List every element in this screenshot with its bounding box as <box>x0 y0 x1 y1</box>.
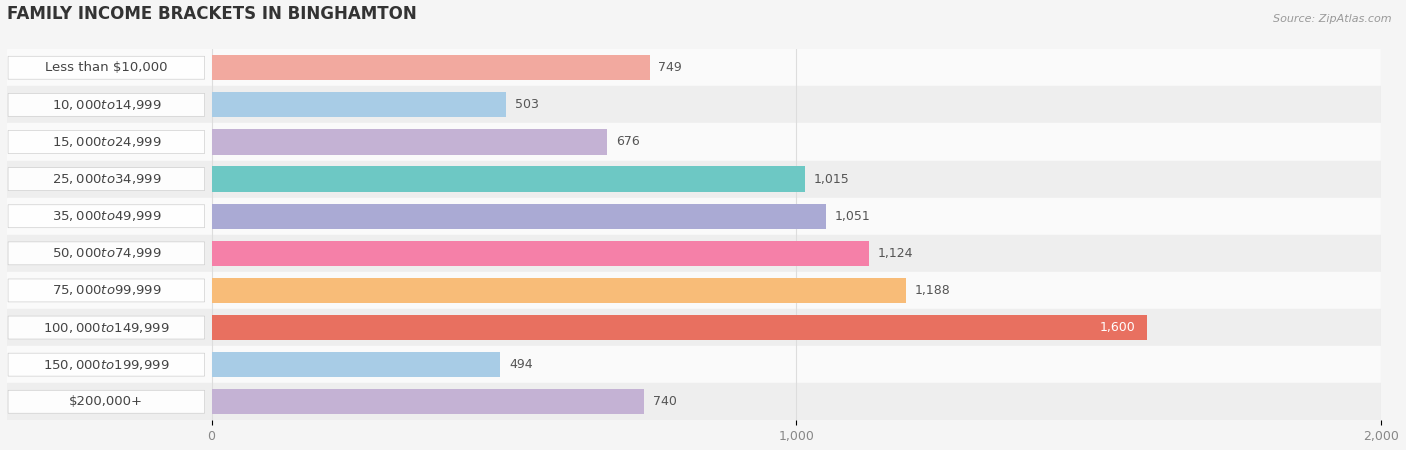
Text: 503: 503 <box>515 99 538 111</box>
Bar <box>7 123 1381 161</box>
Bar <box>212 129 607 155</box>
Text: $150,000 to $199,999: $150,000 to $199,999 <box>44 358 170 372</box>
FancyBboxPatch shape <box>8 242 205 265</box>
Bar <box>7 198 1381 235</box>
FancyBboxPatch shape <box>8 316 205 339</box>
FancyBboxPatch shape <box>8 279 205 302</box>
Text: $200,000+: $200,000+ <box>69 395 143 408</box>
FancyBboxPatch shape <box>8 353 205 376</box>
Text: 1,124: 1,124 <box>877 247 912 260</box>
FancyBboxPatch shape <box>8 94 205 117</box>
Text: Less than $10,000: Less than $10,000 <box>45 61 167 74</box>
Bar <box>212 241 869 266</box>
Text: 1,015: 1,015 <box>814 173 849 185</box>
FancyBboxPatch shape <box>8 56 205 79</box>
Text: $10,000 to $14,999: $10,000 to $14,999 <box>52 98 162 112</box>
Bar <box>7 383 1381 420</box>
Bar <box>7 346 1381 383</box>
Text: $50,000 to $74,999: $50,000 to $74,999 <box>52 246 162 260</box>
Bar <box>7 161 1381 198</box>
Text: 676: 676 <box>616 135 640 148</box>
Bar <box>212 389 644 414</box>
Bar <box>212 166 806 192</box>
Bar <box>212 92 506 117</box>
Text: Source: ZipAtlas.com: Source: ZipAtlas.com <box>1274 14 1392 23</box>
Text: $25,000 to $34,999: $25,000 to $34,999 <box>52 172 162 186</box>
Bar <box>7 272 1381 309</box>
Text: 749: 749 <box>658 61 682 74</box>
Bar <box>7 309 1381 346</box>
Text: 1,051: 1,051 <box>835 210 870 223</box>
Bar <box>7 86 1381 123</box>
Bar <box>7 49 1381 86</box>
Bar <box>212 55 650 81</box>
Text: $100,000 to $149,999: $100,000 to $149,999 <box>44 320 170 334</box>
Text: 1,188: 1,188 <box>915 284 950 297</box>
FancyBboxPatch shape <box>8 390 205 413</box>
Bar <box>212 352 501 377</box>
FancyBboxPatch shape <box>8 130 205 153</box>
FancyBboxPatch shape <box>8 168 205 190</box>
Text: 494: 494 <box>509 358 533 371</box>
Text: 1,600: 1,600 <box>1099 321 1136 334</box>
Text: 740: 740 <box>654 395 676 408</box>
Bar <box>212 278 907 303</box>
Bar <box>212 203 827 229</box>
Bar <box>7 235 1381 272</box>
Text: FAMILY INCOME BRACKETS IN BINGHAMTON: FAMILY INCOME BRACKETS IN BINGHAMTON <box>7 5 416 23</box>
Bar <box>212 315 1147 340</box>
Text: $15,000 to $24,999: $15,000 to $24,999 <box>52 135 162 149</box>
Text: $75,000 to $99,999: $75,000 to $99,999 <box>52 284 162 297</box>
FancyBboxPatch shape <box>8 205 205 228</box>
Text: $35,000 to $49,999: $35,000 to $49,999 <box>52 209 162 223</box>
